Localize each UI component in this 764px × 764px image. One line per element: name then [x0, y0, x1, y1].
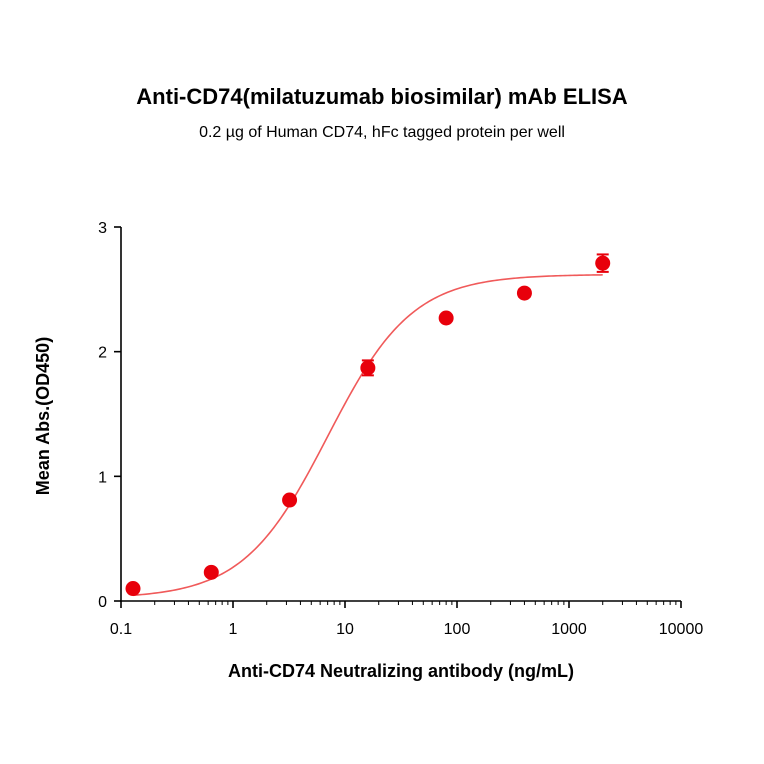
- chart-title: Anti-CD74(milatuzumab biosimilar) mAb EL…: [136, 84, 628, 109]
- y-tick-label: 0: [98, 594, 107, 611]
- y-tick-label: 1: [98, 469, 107, 486]
- x-tick-label: 1000: [551, 621, 587, 638]
- x-tick-label: 10000: [659, 621, 704, 638]
- data-point: [282, 492, 298, 508]
- y-tick-label: 3: [98, 220, 107, 237]
- x-tick-label: 0.1: [110, 621, 132, 638]
- x-tick-label: 10: [336, 621, 354, 638]
- data-point: [203, 564, 219, 580]
- data-point: [438, 310, 454, 326]
- fit-curve: [132, 274, 603, 597]
- axes: 0 1 2 3 0.1 1 10 100 1000 10000: [98, 220, 703, 638]
- data-point: [125, 581, 141, 597]
- data-point: [360, 360, 376, 376]
- x-tick-label: 100: [444, 621, 471, 638]
- data-point: [516, 285, 532, 301]
- y-tick-label: 2: [98, 345, 107, 362]
- x-axis-label: Anti-CD74 Neutralizing antibody (ng/mL): [228, 661, 574, 681]
- data-points-layer: [125, 253, 611, 597]
- fit-curve-layer: [132, 274, 603, 597]
- x-tick-label: 1: [229, 621, 238, 638]
- y-axis-label: Mean Abs.(OD450): [33, 337, 53, 495]
- chart-subtitle: 0.2 µg of Human CD74, hFc tagged protein…: [199, 124, 565, 141]
- data-point: [595, 255, 611, 271]
